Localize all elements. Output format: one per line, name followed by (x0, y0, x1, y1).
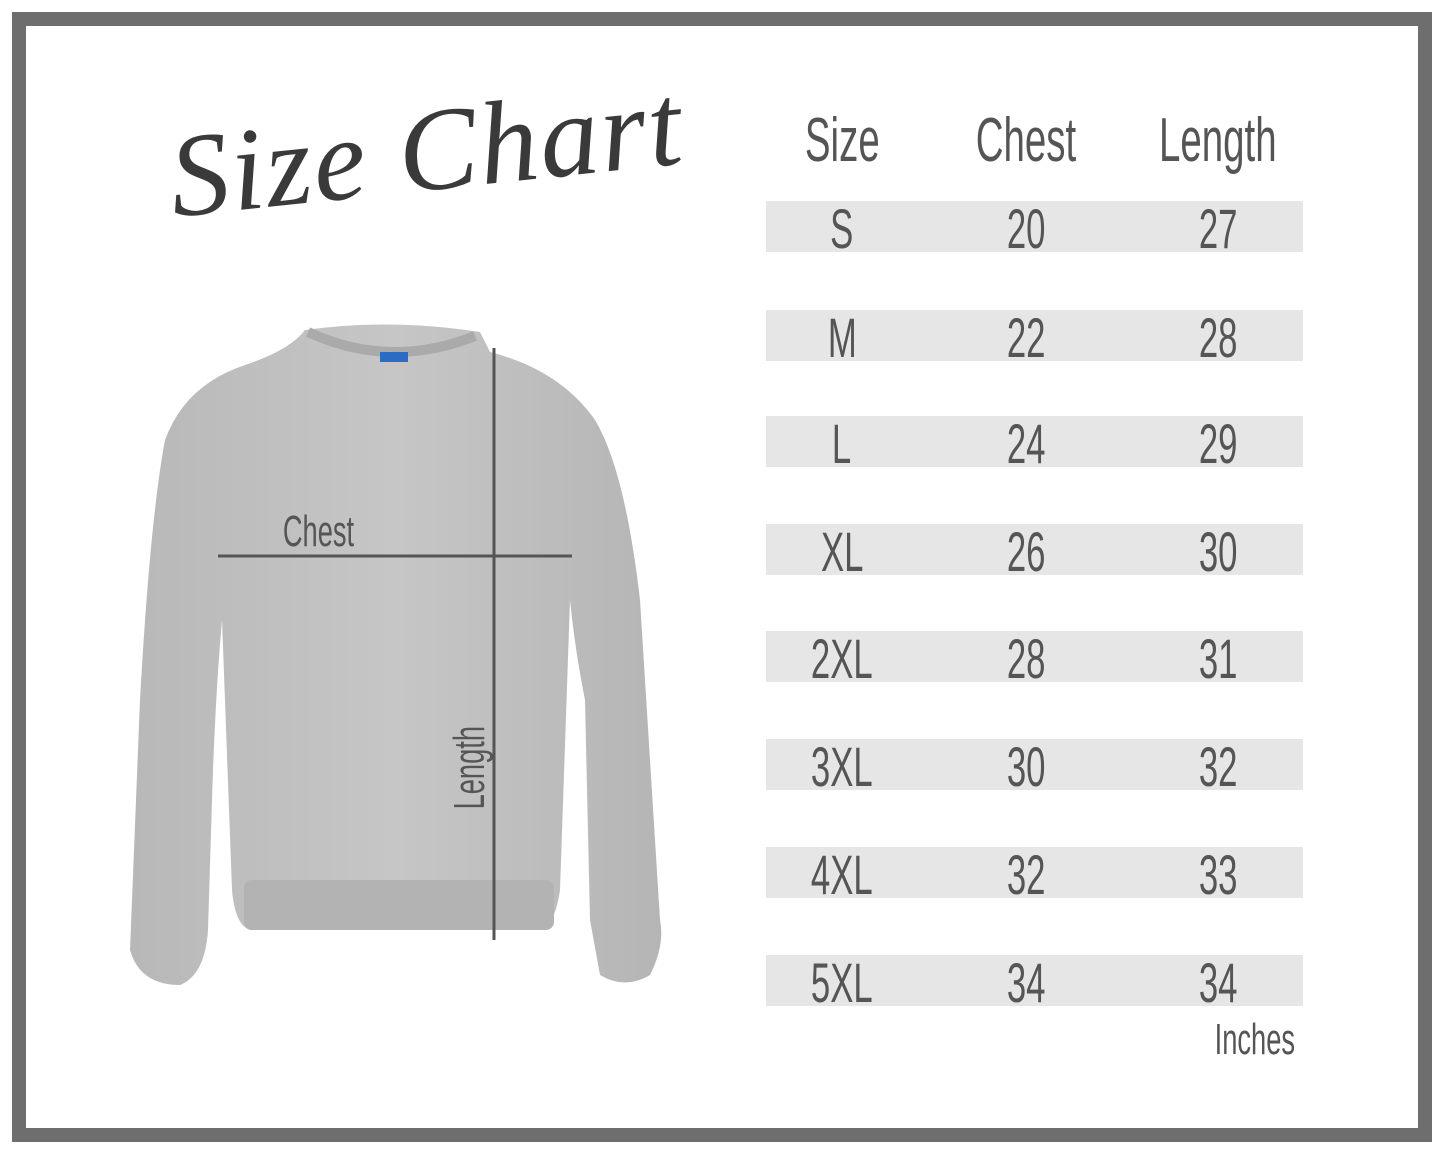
size-cell: L (832, 412, 852, 475)
length-cell: 29 (1198, 412, 1238, 475)
size-cell: 4XL (811, 843, 873, 906)
chest-cell: 30 (1006, 735, 1046, 798)
length-cell: 34 (1198, 951, 1238, 1014)
sweatshirt-waistband (244, 880, 554, 930)
table-row (766, 524, 1303, 575)
brand-tag (380, 352, 408, 362)
length-cell: 30 (1198, 520, 1238, 583)
length-cell: 27 (1198, 197, 1238, 260)
table-row (766, 416, 1303, 467)
size-cell: S (830, 197, 854, 260)
table-row (766, 201, 1303, 252)
length-cell: 28 (1198, 306, 1238, 369)
header-chest: Chest (975, 106, 1077, 175)
size-cell: M (827, 306, 857, 369)
length-label: Length (445, 726, 494, 810)
size-cell: 5XL (811, 951, 873, 1014)
sweatshirt-body (130, 324, 662, 985)
size-cell: 3XL (811, 735, 873, 798)
chest-cell: 26 (1006, 520, 1046, 583)
chest-label: Chest (282, 507, 354, 556)
size-cell: XL (820, 520, 864, 583)
size-cell: 2XL (811, 627, 873, 690)
table-row (766, 955, 1303, 1006)
table-row (766, 739, 1303, 790)
unit-label: Inches (1214, 1015, 1296, 1064)
header-size: Size (804, 106, 880, 175)
chest-cell: 34 (1006, 951, 1046, 1014)
chest-cell: 24 (1006, 412, 1046, 475)
chest-cell: 28 (1006, 627, 1046, 690)
length-cell: 32 (1198, 735, 1238, 798)
header-length: Length (1159, 106, 1277, 175)
table-row (766, 847, 1303, 898)
table-row (766, 631, 1303, 682)
length-cell: 33 (1198, 843, 1238, 906)
chest-cell: 22 (1006, 306, 1046, 369)
table-row (766, 310, 1303, 361)
chest-cell: 20 (1006, 197, 1046, 260)
length-cell: 31 (1198, 627, 1238, 690)
chest-cell: 32 (1006, 843, 1046, 906)
